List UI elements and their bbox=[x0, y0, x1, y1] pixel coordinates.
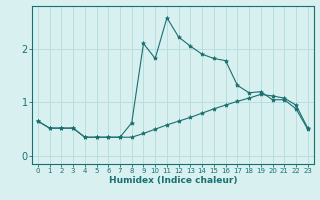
X-axis label: Humidex (Indice chaleur): Humidex (Indice chaleur) bbox=[108, 176, 237, 185]
